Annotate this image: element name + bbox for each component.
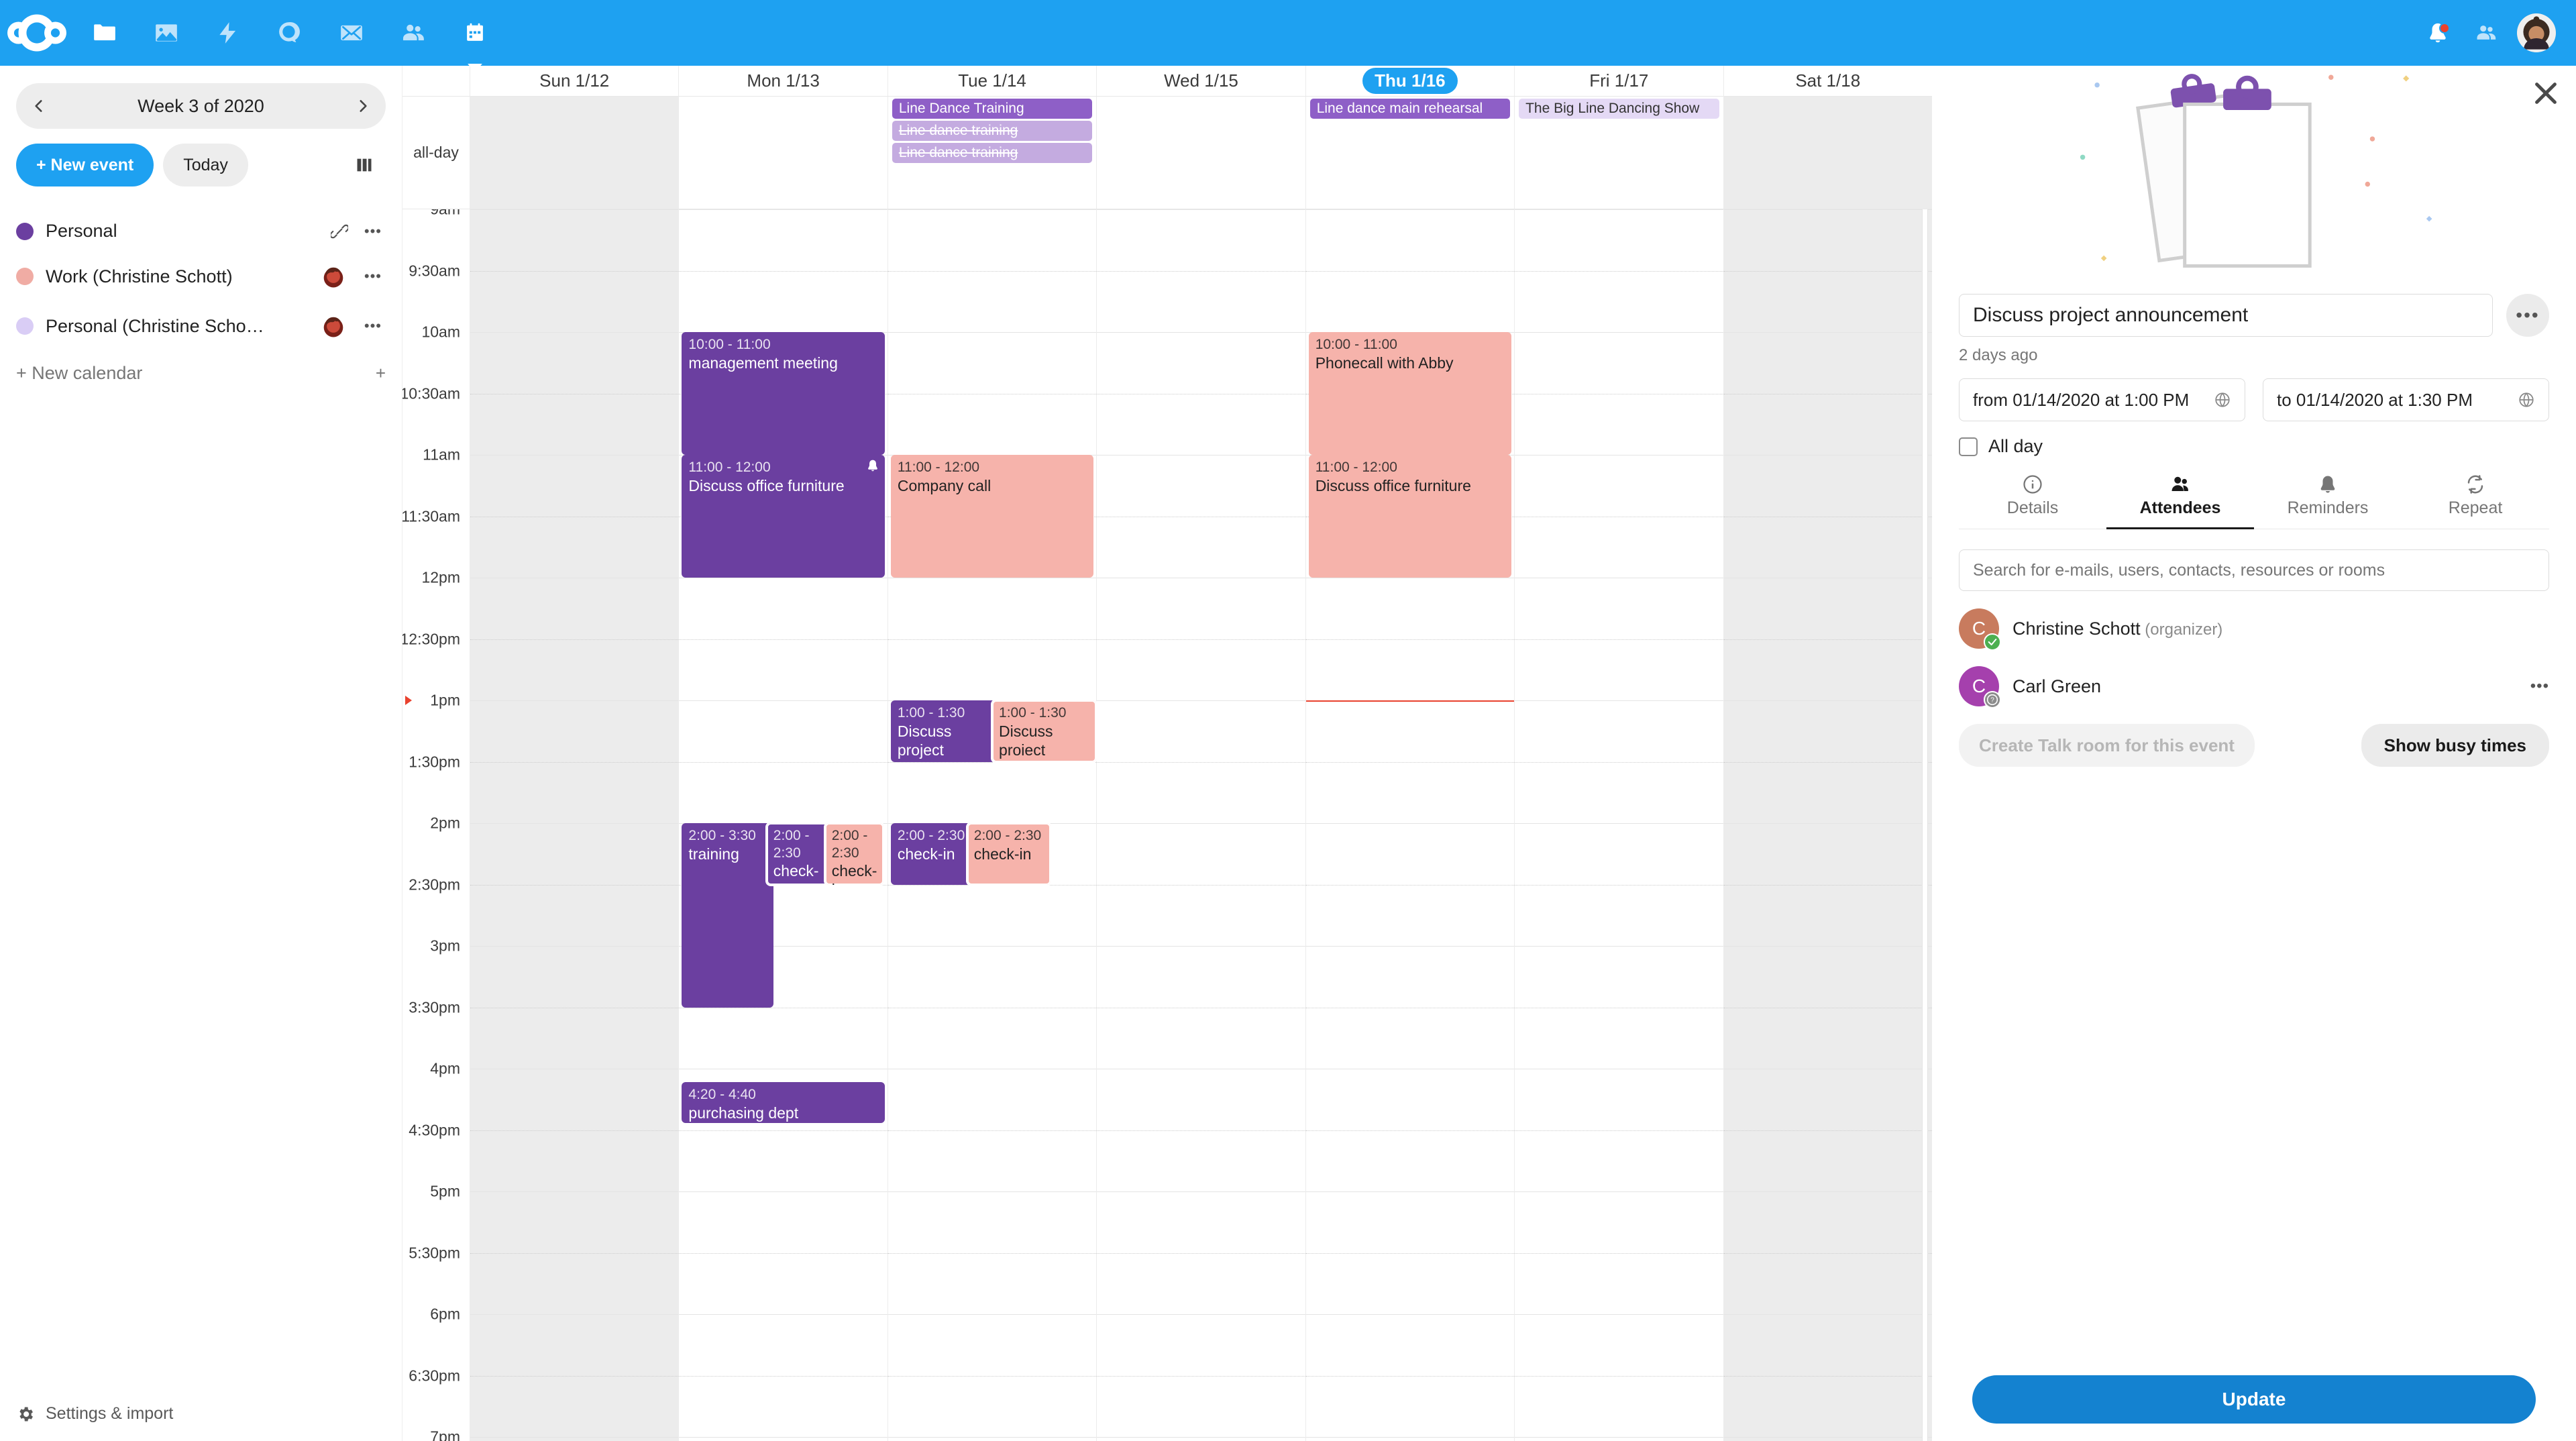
svg-text:?: ? [1990, 696, 1994, 704]
